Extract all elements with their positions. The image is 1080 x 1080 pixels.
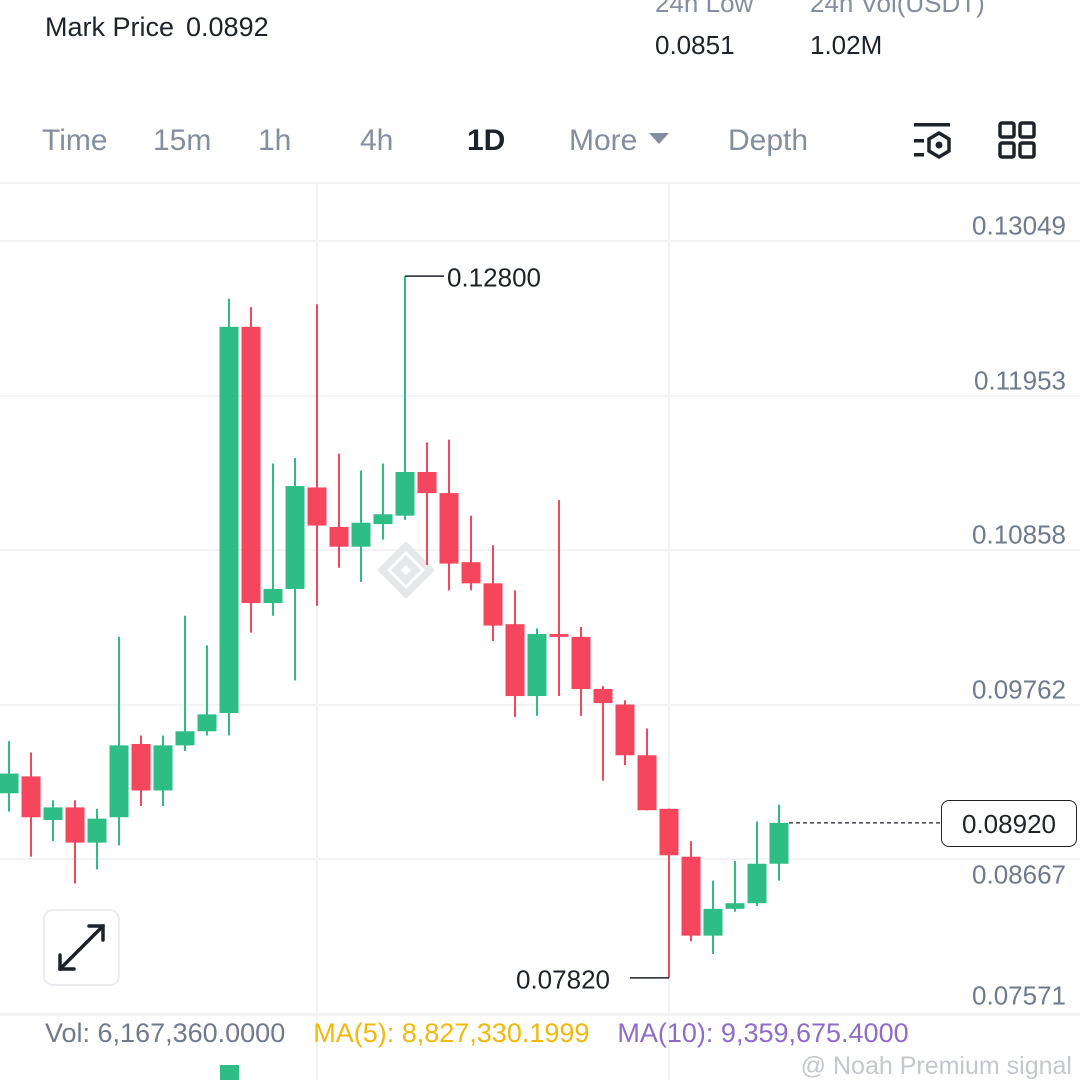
candle-down (417, 471, 437, 494)
ma10-value: MA(10): 9,359,675.4000 (617, 1018, 909, 1048)
y-tick-label: 0.08667 (972, 859, 1066, 890)
tab-1h[interactable]: 1h (258, 124, 292, 157)
candle-up (285, 486, 305, 589)
candle-down (681, 856, 701, 936)
low-price-label: 0.07820 (516, 964, 610, 995)
tab-4h[interactable]: 4h (360, 124, 394, 157)
candle-up (219, 326, 239, 713)
candle-up (175, 731, 195, 746)
tab-depth[interactable]: Depth (728, 124, 809, 157)
caret-down-icon (649, 132, 670, 144)
candle-down (21, 776, 41, 818)
candle-down (593, 689, 613, 704)
stat-24h-low-label: 24h Low (655, 0, 754, 18)
tab-more-label: More (569, 124, 638, 157)
grid-hline (0, 704, 1080, 706)
candle-down (307, 487, 327, 526)
grid-vline (668, 183, 670, 1080)
grid-vline (316, 183, 318, 1080)
tab-time[interactable]: Time (42, 124, 108, 157)
last-price-tag[interactable]: 0.08920 (941, 799, 1077, 847)
candle-up (109, 745, 129, 818)
candle-down (131, 743, 151, 791)
chart-bottom-divider (0, 1013, 1080, 1016)
candle-up (703, 908, 723, 936)
candle-up (769, 822, 789, 864)
candle-up (527, 634, 547, 697)
candle-down (483, 583, 503, 626)
candle-down (329, 526, 349, 547)
candle-down (659, 808, 679, 856)
volume-legend: Vol: 6,167,360.0000 MA(5): 8,827,330.1999… (45, 1018, 937, 1049)
grid-hline (0, 549, 1080, 551)
grid-hline (0, 395, 1080, 397)
y-tick-label: 0.13049 (972, 210, 1066, 241)
high-price-label: 0.12800 (447, 262, 541, 293)
mark-price-value: 0.0892 (186, 12, 269, 42)
stat-24h-vol-value: 1.02M (810, 30, 883, 60)
stat-24h-vol-label: 24h Vol(USDT) (810, 0, 985, 18)
y-tick-label: 0.07571 (972, 980, 1066, 1011)
tab-more[interactable]: More (569, 124, 670, 158)
candle-down (439, 493, 459, 564)
candle-down (549, 634, 569, 637)
footer-watermark: @ Noah Premium signal (800, 1052, 1072, 1080)
indicator-settings-icon[interactable] (912, 121, 954, 161)
candle-up (87, 818, 107, 843)
candle-down (505, 624, 525, 697)
expand-arrows-icon (58, 924, 105, 971)
candle-up (747, 863, 767, 904)
candle-down (615, 704, 635, 756)
stat-24h-low-value: 0.0851 (655, 30, 735, 60)
candle-up (197, 714, 217, 732)
candle-down (637, 755, 657, 811)
volume-value: Vol: 6,167,360.0000 (45, 1018, 286, 1048)
grid-layout-icon[interactable] (998, 121, 1038, 161)
mark-price-label: Mark Price (45, 12, 175, 42)
candle-up (395, 471, 415, 516)
candle-up (153, 745, 173, 791)
y-tick-label: 0.11953 (973, 365, 1066, 396)
candle-up (351, 522, 371, 547)
chart-top-divider (0, 182, 1080, 184)
mark-price: Mark Price 0.0892 (45, 12, 269, 43)
candle-down (241, 326, 261, 604)
tab-15m[interactable]: 15m (153, 124, 212, 157)
candle-down (461, 562, 481, 584)
volume-bar (220, 1065, 239, 1080)
binance-logo-icon (377, 541, 435, 600)
candle-down (65, 807, 85, 843)
candle-up (725, 903, 745, 909)
y-tick-label: 0.09762 (972, 674, 1066, 705)
y-tick-label: 0.10858 (972, 519, 1066, 550)
binance-watermark (377, 540, 435, 600)
fullscreen-button[interactable] (43, 909, 120, 986)
candle-down (571, 636, 591, 690)
ma5-value: MA(5): 8,827,330.1999 (313, 1018, 590, 1048)
grid-hline (0, 858, 1080, 860)
grid-hline (0, 240, 1080, 242)
candle-up (263, 588, 283, 604)
candle-up (0, 773, 19, 794)
candle-up (43, 807, 63, 821)
candle-up (373, 514, 393, 525)
tab-1d[interactable]: 1D (467, 124, 506, 157)
